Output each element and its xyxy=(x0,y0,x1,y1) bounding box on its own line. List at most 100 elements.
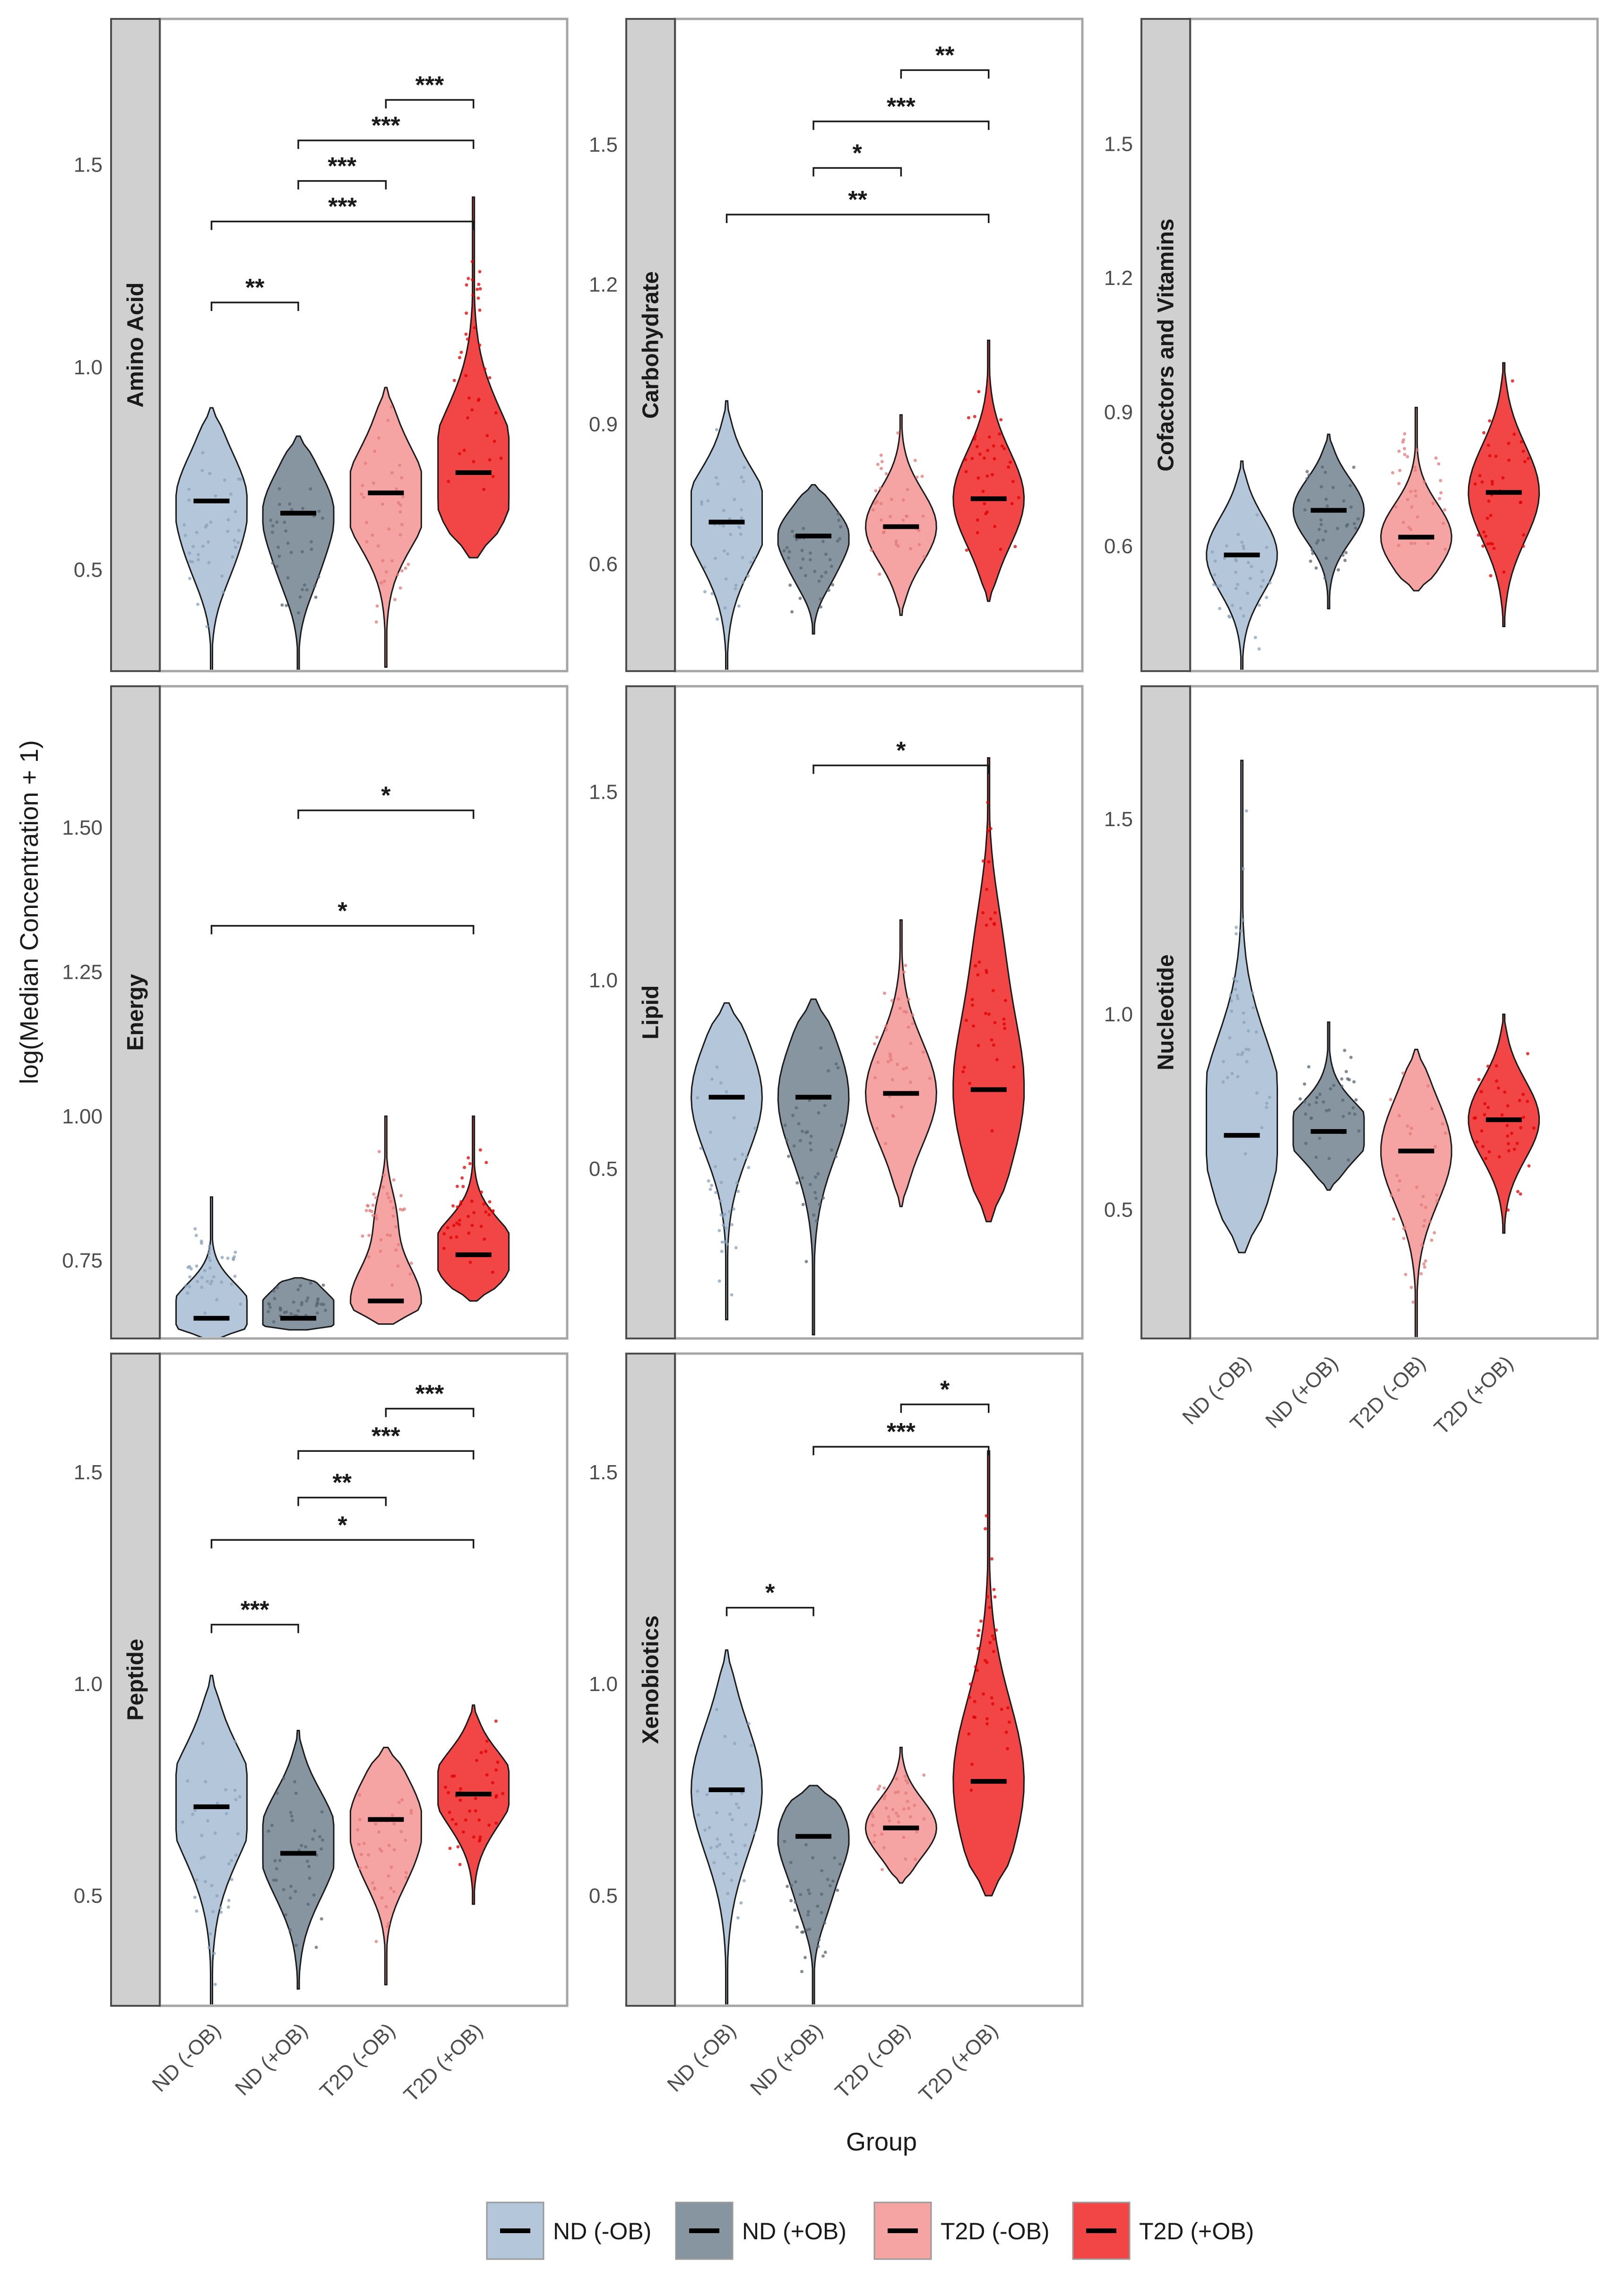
data-point xyxy=(213,1983,217,1986)
y-tick-label: 1.25 xyxy=(62,961,103,984)
data-point xyxy=(706,499,710,503)
data-point xyxy=(1332,1084,1336,1087)
data-point xyxy=(741,580,745,584)
data-point xyxy=(911,1013,915,1017)
data-point xyxy=(1260,585,1263,588)
data-point xyxy=(1260,570,1264,573)
data-point xyxy=(1349,1055,1353,1059)
significance-bracket xyxy=(210,220,475,230)
data-point xyxy=(884,472,888,475)
data-point xyxy=(367,1255,371,1259)
legend-item-t2d-ob: T2D (+OB) xyxy=(1072,2201,1254,2260)
data-point xyxy=(448,1847,452,1850)
data-point xyxy=(734,1853,737,1856)
data-point xyxy=(1221,1060,1225,1063)
data-point xyxy=(270,530,274,534)
data-point xyxy=(809,558,812,561)
data-point xyxy=(1007,1720,1011,1724)
data-point xyxy=(292,1300,295,1304)
data-point xyxy=(1519,1126,1523,1130)
data-point xyxy=(1502,570,1506,574)
data-point xyxy=(272,1878,276,1882)
data-point xyxy=(1236,1075,1240,1079)
y-tick-label: 0.5 xyxy=(1104,1198,1133,1221)
data-point xyxy=(808,1927,812,1931)
data-point xyxy=(820,575,823,578)
data-point xyxy=(317,575,320,579)
data-point xyxy=(400,569,404,573)
data-point xyxy=(1479,1090,1483,1094)
data-point xyxy=(1352,522,1356,526)
data-point xyxy=(479,1751,483,1754)
data-point xyxy=(1234,587,1238,590)
y-tick-label: 1.0 xyxy=(74,1673,103,1696)
data-point xyxy=(466,416,469,420)
data-point xyxy=(984,1011,987,1015)
data-point xyxy=(713,556,717,560)
data-point xyxy=(983,1658,987,1662)
significance-bracket xyxy=(210,1539,475,1549)
data-point xyxy=(398,503,402,507)
significance-bracket xyxy=(812,1446,990,1456)
data-point xyxy=(804,1843,808,1847)
data-point xyxy=(970,457,974,460)
data-point xyxy=(977,960,981,964)
data-point xyxy=(1242,1020,1246,1024)
significance-bracket xyxy=(297,139,475,149)
data-point xyxy=(398,533,402,537)
data-point xyxy=(230,1282,233,1286)
data-point xyxy=(1007,465,1011,469)
data-point xyxy=(1523,460,1527,464)
data-point xyxy=(494,411,498,414)
data-point xyxy=(985,1722,989,1726)
data-point xyxy=(1320,485,1323,489)
data-point xyxy=(976,531,979,535)
data-point xyxy=(309,1281,312,1285)
data-point xyxy=(1433,1231,1436,1234)
data-point xyxy=(367,1234,371,1237)
data-point xyxy=(1323,470,1327,474)
data-point xyxy=(195,1264,199,1268)
data-point xyxy=(1510,1131,1513,1135)
data-point xyxy=(1486,1064,1490,1068)
data-point xyxy=(989,827,993,830)
data-point xyxy=(374,620,378,624)
data-point xyxy=(872,1815,875,1819)
data-point xyxy=(309,487,312,491)
data-point xyxy=(1478,474,1482,477)
plot-frame xyxy=(674,1352,1084,2007)
plot-frame xyxy=(674,685,1084,1340)
data-point xyxy=(703,565,707,569)
data-point xyxy=(314,596,318,599)
data-point xyxy=(984,1527,987,1531)
data-point xyxy=(787,556,791,560)
data-point xyxy=(189,560,192,563)
data-point xyxy=(880,466,883,470)
data-point xyxy=(207,1248,211,1252)
data-point xyxy=(1439,491,1443,495)
significance-label: * xyxy=(765,1580,775,1607)
data-point xyxy=(1234,570,1237,574)
data-point xyxy=(1409,490,1413,493)
data-point xyxy=(294,1791,298,1795)
data-point xyxy=(1235,993,1239,997)
data-point xyxy=(458,1223,461,1226)
data-point xyxy=(276,1791,279,1795)
data-point xyxy=(458,452,461,456)
data-point xyxy=(275,520,279,524)
data-point xyxy=(501,1792,505,1795)
significance-bracket xyxy=(297,809,475,819)
violin-t2d-ob xyxy=(864,919,937,1208)
data-point xyxy=(876,1787,880,1791)
data-point xyxy=(1507,441,1511,445)
data-point xyxy=(289,551,293,554)
data-point xyxy=(880,1832,884,1836)
data-point xyxy=(1506,1208,1510,1212)
data-point xyxy=(715,1811,718,1814)
data-point xyxy=(475,1759,478,1762)
data-point xyxy=(1482,431,1486,435)
data-point xyxy=(1000,1708,1003,1711)
data-point xyxy=(801,557,805,561)
data-point xyxy=(358,1818,362,1821)
data-point xyxy=(458,1798,462,1802)
